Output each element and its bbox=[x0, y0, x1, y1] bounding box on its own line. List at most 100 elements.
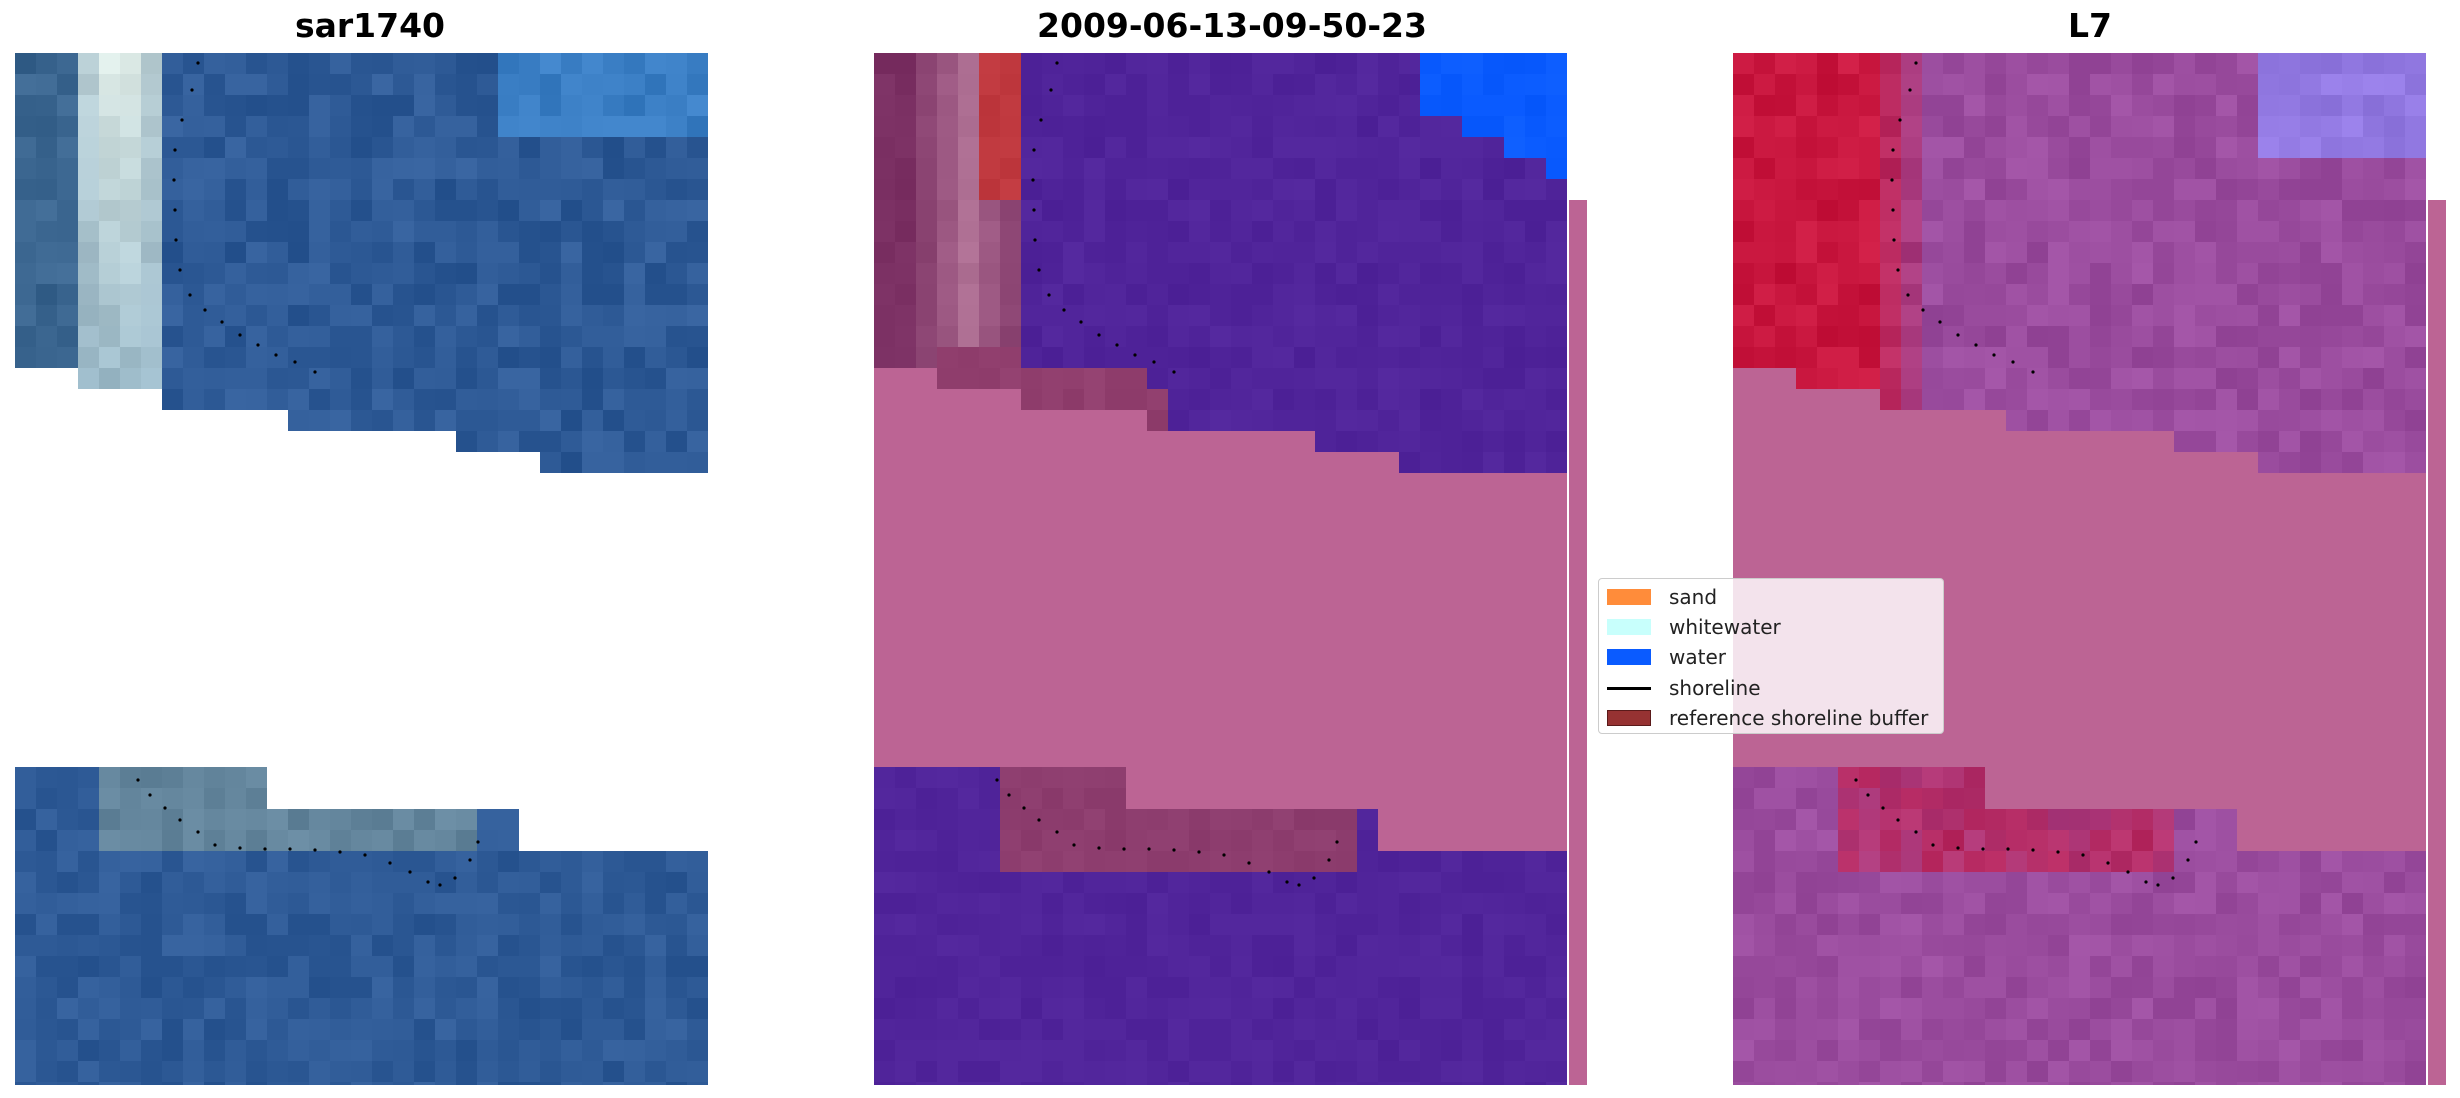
pixel-cell bbox=[372, 347, 393, 368]
nodata-cell bbox=[1922, 431, 1943, 452]
pixel-cell bbox=[1063, 830, 1084, 851]
pixel-cell bbox=[624, 179, 645, 200]
pixel-cell bbox=[1042, 221, 1063, 242]
pixel-cell bbox=[414, 242, 435, 263]
pixel-cell bbox=[1000, 326, 1021, 347]
nodata-cell bbox=[2216, 767, 2237, 788]
pixel-cell bbox=[1901, 137, 1922, 158]
nodata-cell bbox=[1231, 620, 1252, 641]
pixel-cell bbox=[1754, 1082, 1775, 1085]
pixel-cell bbox=[435, 977, 456, 998]
pixel-cell bbox=[2405, 1082, 2426, 1085]
nodata-cell bbox=[2069, 473, 2090, 494]
pixel-cell bbox=[2216, 284, 2237, 305]
shoreline-point bbox=[1921, 308, 1925, 312]
pixel-cell bbox=[2300, 53, 2321, 74]
pixel-cell bbox=[937, 1040, 958, 1061]
nodata-cell bbox=[2342, 746, 2363, 767]
pixel-cell bbox=[351, 305, 372, 326]
pixel-cell bbox=[435, 347, 456, 368]
pixel-cell bbox=[498, 851, 519, 872]
pixel-cell bbox=[2321, 914, 2342, 935]
pixel-cell bbox=[1105, 347, 1126, 368]
pixel-cell bbox=[1922, 137, 1943, 158]
pixel-cell bbox=[1754, 767, 1775, 788]
pixel-cell bbox=[435, 284, 456, 305]
pixel-cell bbox=[246, 200, 267, 221]
pixel-cell bbox=[2363, 851, 2384, 872]
pixel-cell bbox=[666, 242, 687, 263]
pixel-cell bbox=[288, 200, 309, 221]
legend-label: shoreline bbox=[1669, 676, 1761, 700]
pixel-cell bbox=[246, 914, 267, 935]
pixel-cell bbox=[330, 284, 351, 305]
pixel-cell bbox=[246, 221, 267, 242]
pixel-cell bbox=[895, 851, 916, 872]
pixel-cell bbox=[2237, 368, 2258, 389]
nodata-cell bbox=[2258, 767, 2279, 788]
pixel-cell bbox=[309, 53, 330, 74]
nodata-cell bbox=[979, 515, 1000, 536]
pixel-cell bbox=[2111, 389, 2132, 410]
nodata-cell bbox=[958, 515, 979, 536]
nodata-cell bbox=[1964, 431, 1985, 452]
nodata-cell bbox=[1168, 599, 1189, 620]
pixel-cell bbox=[1021, 851, 1042, 872]
pixel-cell bbox=[1273, 53, 1294, 74]
nodata-cell bbox=[916, 557, 937, 578]
nodata-cell bbox=[1000, 578, 1021, 599]
pixel-cell bbox=[2300, 1040, 2321, 1061]
pixel-cell bbox=[624, 284, 645, 305]
pixel-cell bbox=[414, 305, 435, 326]
pixel-cell bbox=[36, 893, 57, 914]
pixel-cell bbox=[15, 809, 36, 830]
pixel-cell bbox=[937, 200, 958, 221]
pixel-cell bbox=[1985, 368, 2006, 389]
pixel-cell bbox=[1126, 998, 1147, 1019]
pixel-cell bbox=[603, 872, 624, 893]
nodata-cell bbox=[2027, 788, 2048, 809]
pixel-cell bbox=[540, 158, 561, 179]
pixel-cell bbox=[351, 137, 372, 158]
pixel-cell bbox=[1817, 998, 1838, 1019]
nodata-cell bbox=[1796, 473, 1817, 494]
nodata-cell bbox=[1042, 557, 1063, 578]
pixel-cell bbox=[2090, 1082, 2111, 1085]
pixel-cell bbox=[2027, 137, 2048, 158]
pixel-cell bbox=[2342, 95, 2363, 116]
pixel-cell bbox=[57, 788, 78, 809]
pixel-cell bbox=[435, 263, 456, 284]
pixel-cell bbox=[2069, 1061, 2090, 1082]
pixel-cell bbox=[120, 935, 141, 956]
pixel-cell bbox=[2048, 53, 2069, 74]
pixel-cell bbox=[1880, 95, 1901, 116]
pixel-cell bbox=[519, 998, 540, 1019]
pixel-cell bbox=[2363, 326, 2384, 347]
pixel-cell bbox=[1964, 809, 1985, 830]
pixel-cell bbox=[498, 1061, 519, 1082]
pixel-cell bbox=[2111, 137, 2132, 158]
pixel-cell bbox=[1859, 242, 1880, 263]
pixel-cell bbox=[1294, 95, 1315, 116]
pixel-cell bbox=[2342, 158, 2363, 179]
pixel-cell bbox=[498, 74, 519, 95]
nodata-cell bbox=[2237, 473, 2258, 494]
pixel-cell bbox=[246, 347, 267, 368]
pixel-cell bbox=[1084, 830, 1105, 851]
pixel-cell bbox=[2363, 410, 2384, 431]
pixel-cell bbox=[1189, 809, 1210, 830]
pixel-cell bbox=[477, 956, 498, 977]
pixel-cell bbox=[1775, 53, 1796, 74]
pixel-cell bbox=[1964, 137, 1985, 158]
pixel-cell bbox=[330, 914, 351, 935]
pixel-cell bbox=[1000, 95, 1021, 116]
pixel-cell bbox=[183, 1082, 204, 1085]
pixel-cell bbox=[456, 74, 477, 95]
pixel-cell bbox=[2342, 74, 2363, 95]
pixel-cell bbox=[141, 830, 162, 851]
nodata-cell bbox=[1084, 452, 1105, 473]
pixel-cell bbox=[2363, 305, 2384, 326]
pixel-cell bbox=[2342, 431, 2363, 452]
nodata-cell bbox=[2048, 767, 2069, 788]
nodata-cell bbox=[937, 473, 958, 494]
